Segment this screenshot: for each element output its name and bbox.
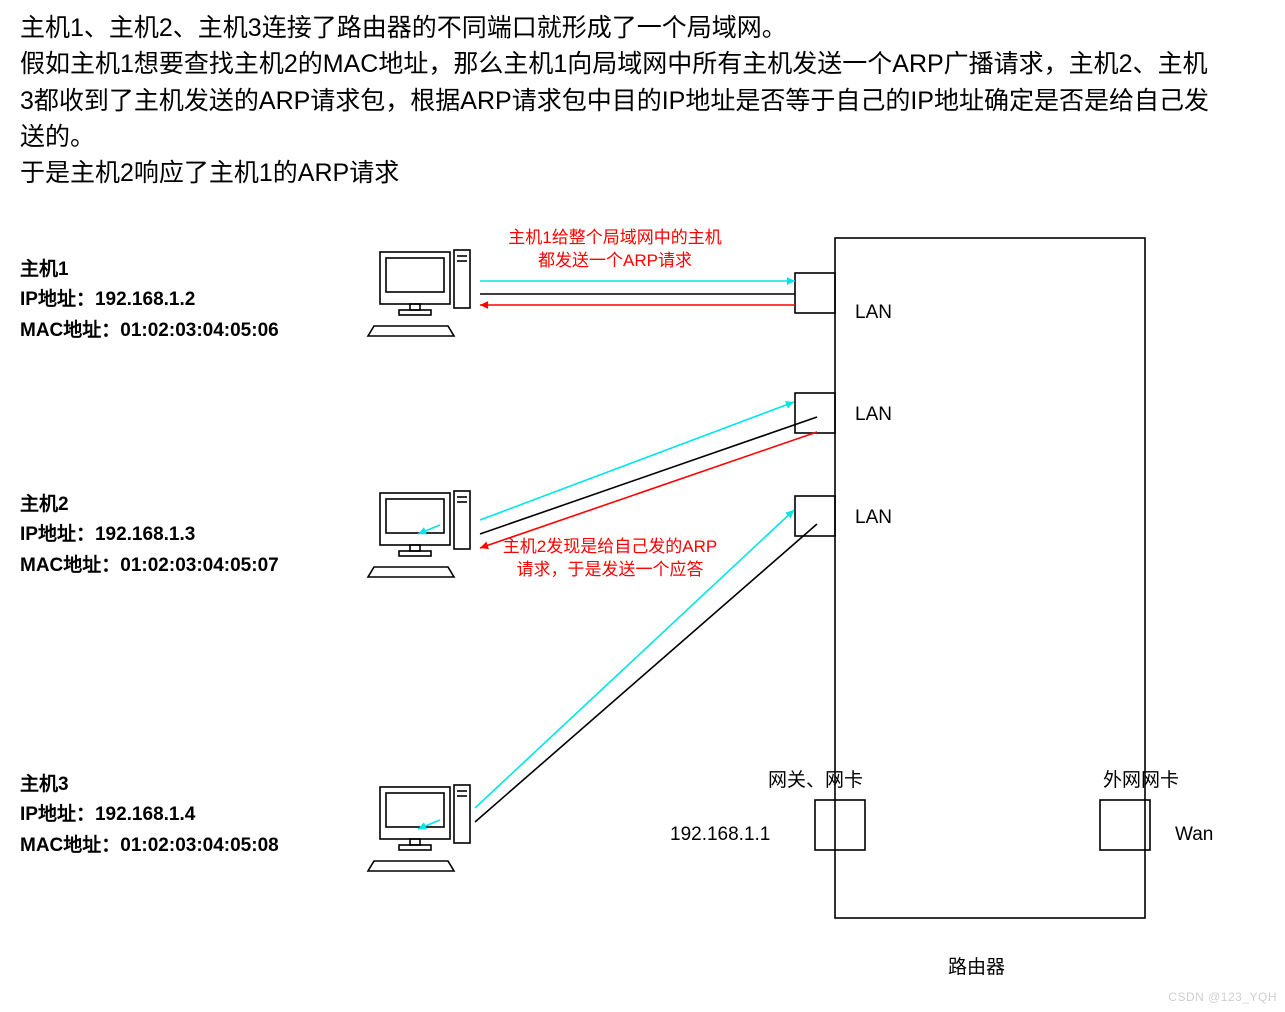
host3-mac: MAC地址：01:02:03:04:05:08 <box>20 835 279 856</box>
host2-mac: MAC地址：01:02:03:04:05:07 <box>20 555 279 576</box>
host1-title: 主机1 <box>20 259 69 280</box>
annotation-reply: 主机2发现是给自己发的ARP 请求，于是发送一个应答 <box>490 536 730 582</box>
gateway-label: 网关、网卡 <box>768 768 863 795</box>
host1-mac: MAC地址：01:02:03:04:05:06 <box>20 320 279 341</box>
host3-ip: IP地址：192.168.1.4 <box>20 804 195 825</box>
wan-nic-label: 外网网卡 <box>1103 768 1179 795</box>
annotation-reply-l1: 主机2发现是给自己发的ARP <box>503 537 717 556</box>
annotation-broadcast-l1: 主机1给整个局域网中的主机 <box>508 228 721 247</box>
annotation-broadcast-l2: 都发送一个ARP请求 <box>538 251 692 270</box>
annotation-broadcast: 主机1给整个局域网中的主机 都发送一个ARP请求 <box>490 227 740 273</box>
lan3-label: LAN <box>855 505 892 532</box>
wan-label: Wan <box>1175 822 1213 849</box>
host3-title: 主机3 <box>20 774 69 795</box>
diagram-canvas: 主机1、主机2、主机3连接了路由器的不同端口就形成了一个局域网。 假如主机1想要… <box>0 0 1285 1012</box>
annotation-reply-l2: 请求，于是发送一个应答 <box>517 560 704 579</box>
host2-label: 主机2 IP地址：192.168.1.3 MAC地址：01:02:03:04:0… <box>20 490 279 581</box>
host3-label: 主机3 IP地址：192.168.1.4 MAC地址：01:02:03:04:0… <box>20 770 279 861</box>
lan1-label: LAN <box>855 300 892 327</box>
host2-ip: IP地址：192.168.1.3 <box>20 524 195 545</box>
host1-ip: IP地址：192.168.1.2 <box>20 289 195 310</box>
router-name: 路由器 <box>948 955 1005 982</box>
watermark: CSDN @123_YQH <box>1168 990 1277 1004</box>
intro-paragraph: 主机1、主机2、主机3连接了路由器的不同端口就形成了一个局域网。 假如主机1想要… <box>20 10 1220 191</box>
host1-label: 主机1 IP地址：192.168.1.2 MAC地址：01:02:03:04:0… <box>20 255 279 346</box>
host2-title: 主机2 <box>20 494 69 515</box>
lan2-label: LAN <box>855 402 892 429</box>
gateway-ip: 192.168.1.1 <box>670 822 770 849</box>
